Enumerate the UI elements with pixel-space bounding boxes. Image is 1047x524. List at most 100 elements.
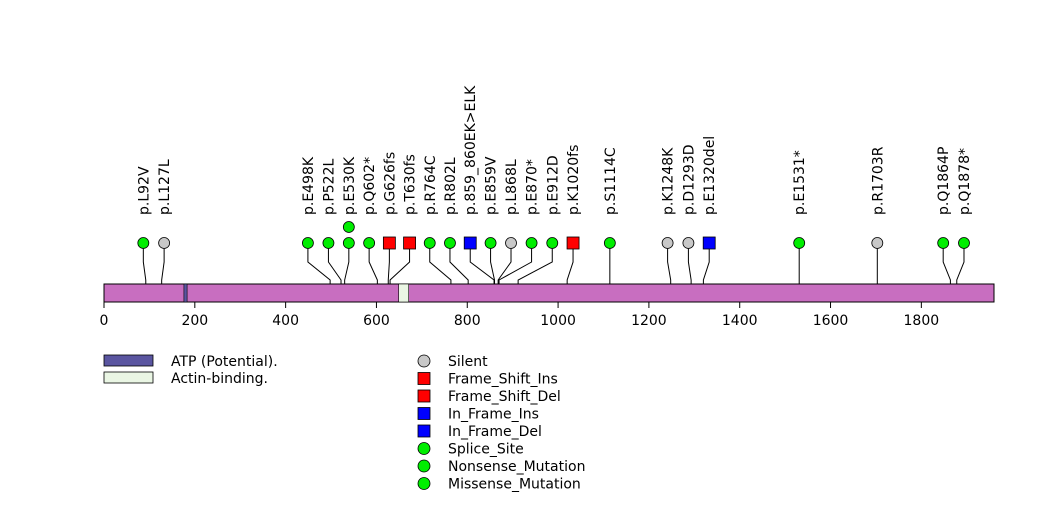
mutation-label: p.P522L: [321, 158, 337, 215]
legend-label: Splice_Site: [448, 442, 524, 458]
legend-label: Frame_Shift_Ins: [448, 372, 558, 388]
legend-marker: [417, 407, 431, 420]
mutation-head: [444, 237, 456, 249]
legend-label: Actin-binding.: [171, 371, 268, 387]
legend-mutation-in-frame-ins: In_Frame_Ins: [417, 407, 539, 423]
legend-marker: [417, 424, 431, 438]
mutation-stem: [161, 243, 165, 284]
mutation-head: [661, 237, 674, 249]
mutation-stem: [498, 243, 533, 284]
mutation-stem: [368, 243, 378, 284]
mutation-p-e1320del: p.E1320del: [702, 136, 718, 284]
mutation-stem: [490, 243, 496, 284]
mutation-p-s1114c: p.S1114C: [603, 147, 619, 284]
legend-swatch: [103, 371, 154, 384]
mutation-p-859-860ek-elk: p.859_860EK>ELK: [463, 85, 495, 284]
legend-label: Nonsense_Mutation: [448, 459, 585, 475]
mutation-p-e912d: p.E912D: [517, 155, 561, 284]
mutation-stem: [667, 243, 672, 284]
mutation-label: p.E1320del: [702, 136, 718, 215]
mutation-label: p.L92V: [136, 166, 152, 215]
mutation-stem: [497, 243, 512, 284]
mutation-head: [958, 237, 970, 249]
x-tick-label: 1200: [631, 313, 667, 329]
mutation-head: [403, 236, 416, 250]
mutation-p-p522l: p.P522L: [321, 158, 342, 284]
legend-marker: [417, 372, 431, 385]
mutation-stem: [344, 243, 350, 284]
protein-bar: [103, 283, 995, 303]
mutation-p-q1864p: p.Q1864P: [936, 147, 952, 284]
mutation-head: [702, 236, 716, 250]
mutation-p-d1293d: p.D1293D: [681, 144, 697, 284]
mutation-label: p.859_860EK>ELK: [463, 85, 479, 215]
mutation-p-e530k: p.E530K: [342, 156, 358, 284]
mutation-stem: [449, 243, 469, 284]
legend-mutation-nonsense-mutation: Nonsense_Mutation: [417, 459, 585, 475]
mutation-stem: [389, 243, 411, 284]
mutation-label: p.Q602*: [362, 157, 378, 215]
mutation-p-r1703r: p.R1703R: [870, 146, 886, 284]
mutation-head: [158, 237, 171, 249]
mutation-head: [463, 236, 477, 250]
legend-mutation-splice-site: Splice_Site: [417, 442, 524, 458]
mutation-p-e1531: p.E1531*: [792, 150, 808, 284]
mutation-label: p.T630fs: [403, 154, 419, 215]
legend-label: Missense_Mutation: [448, 477, 581, 493]
mutation-head: [871, 237, 884, 249]
mutation-stem: [956, 243, 965, 284]
mutation-p-g626fs: p.G626fs: [382, 152, 398, 284]
mutation-label: p.Q1878*: [957, 148, 973, 215]
domain-atp-potential: [183, 283, 188, 303]
legend-marker: [417, 442, 431, 455]
x-tick-label: 1400: [722, 313, 758, 329]
mutation-stem: [387, 243, 390, 284]
legend-marker: [417, 354, 431, 368]
mutation-stem: [327, 243, 342, 284]
domain-actin-binding: [398, 283, 409, 303]
legend-marker: [417, 459, 431, 473]
mutation-p-r802l: p.R802L: [443, 157, 469, 284]
mutations-layer: p.L92V p.L127L p.E498K p.P522L p.E530K p.Q602…: [136, 85, 973, 284]
mutation-stem: [307, 243, 331, 284]
mutation-stem: [429, 243, 452, 284]
mutation-label: p.R764C: [423, 155, 439, 215]
mutation-label: p.L868L: [504, 159, 520, 215]
mutation-stem: [702, 243, 710, 284]
mutation-p-l92v: p.L92V: [136, 166, 152, 284]
mutation-head: [793, 237, 806, 249]
protein-layer: [103, 283, 995, 303]
mutation-p-r764c: p.R764C: [423, 155, 452, 284]
legend-swatch: [103, 354, 154, 367]
x-tick-label: 200: [181, 313, 208, 329]
mutation-head: [423, 237, 436, 249]
mutation-head: [546, 237, 559, 249]
mutation-head: [363, 237, 376, 249]
x-tick-label: 600: [363, 313, 390, 329]
mutation-label: p.R802L: [443, 157, 459, 215]
legend-marker: [417, 389, 431, 403]
mutation-p-k1020fs: p.K1020fs: [566, 145, 582, 284]
legend-mutation-missense-mutation: Missense_Mutation: [417, 477, 581, 493]
legend-domain-atp-potential: ATP (Potential).: [103, 354, 278, 370]
mutation-stem: [566, 243, 574, 284]
legend: ATP (Potential).Actin-binding. Silent Fram…: [103, 354, 585, 493]
mutation-p-e870: p.E870*: [498, 159, 541, 284]
legend-mutation-frame-shift-ins: Frame_Shift_Ins: [417, 372, 558, 388]
mutation-head: [525, 237, 538, 249]
mutation-p-l868l: p.L868L: [497, 159, 520, 284]
x-tick-label: 800: [454, 313, 481, 329]
mutation-label: p.Q1864P: [936, 147, 952, 215]
mutation-stem: [517, 243, 553, 284]
mutation-label: p.D1293D: [681, 144, 697, 215]
mutation-p-l127l: p.L127L: [157, 159, 173, 284]
mutation-label: p.E530K: [342, 156, 358, 215]
mutation-p-t630fs: p.T630fs: [389, 154, 419, 284]
mutation-head: [342, 221, 355, 233]
mutation-head: [342, 237, 355, 249]
legend-label: In_Frame_Ins: [448, 407, 539, 423]
mutation-label: p.E498K: [301, 156, 317, 215]
mutation-head: [566, 236, 580, 250]
mutation-label: p.R1703R: [870, 146, 886, 215]
